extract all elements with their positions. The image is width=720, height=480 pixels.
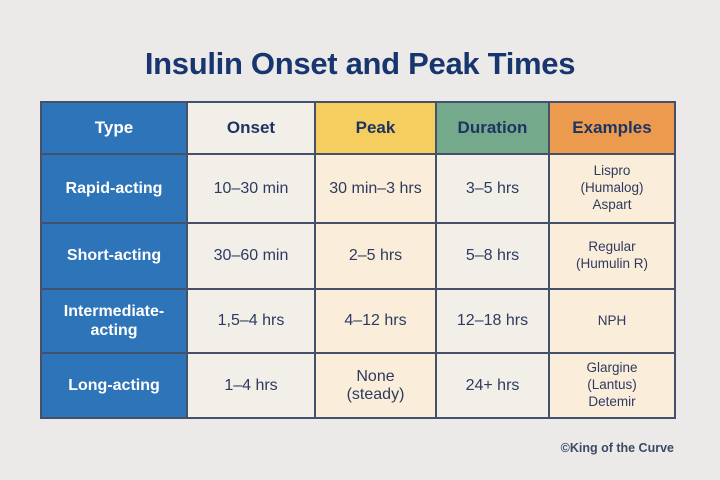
cell-examples-rapid-acting: Lispro (Humalog) Aspart [548,153,676,224]
column-header-type: Type [40,101,188,155]
cell-duration-rapid-acting: 3–5 hrs [435,153,550,224]
cell-duration-intermediate-acting: 12–18 hrs [435,288,550,354]
cell-peak-rapid-acting: 30 min–3 hrs [314,153,437,224]
copyright-credit: ©King of the Curve [560,441,674,455]
cell-duration-short-acting: 5–8 hrs [435,222,550,290]
cell-onset-long-acting: 1–4 hrs [186,352,316,419]
cell-examples-short-acting: Regular (Humulin R) [548,222,676,290]
column-header-peak: Peak [314,101,437,155]
column-header-duration: Duration [435,101,550,155]
cell-examples-long-acting: Glargine (Lantus) Detemir [548,352,676,419]
cell-onset-intermediate-acting: 1,5–4 hrs [186,288,316,354]
cell-duration-long-acting: 24+ hrs [435,352,550,419]
cell-peak-intermediate-acting: 4–12 hrs [314,288,437,354]
cell-type-long-acting: Long-acting [40,352,188,419]
cell-type-intermediate-acting: Intermediate- acting [40,288,188,354]
column-header-examples: Examples [548,101,676,155]
cell-type-rapid-acting: Rapid-acting [40,153,188,224]
table-row: Rapid-acting 10–30 min 30 min–3 hrs 3–5 … [40,153,676,224]
cell-type-short-acting: Short-acting [40,222,188,290]
cell-onset-rapid-acting: 10–30 min [186,153,316,224]
table-row: Short-acting 30–60 min 2–5 hrs 5–8 hrs R… [40,222,676,290]
cell-examples-intermediate-acting: NPH [548,288,676,354]
page-title: Insulin Onset and Peak Times [144,46,576,81]
cell-peak-short-acting: 2–5 hrs [314,222,437,290]
insulin-table: Type Onset Peak Duration Examples Rapid-… [40,101,676,419]
column-header-onset: Onset [186,101,316,155]
cell-onset-short-acting: 30–60 min [186,222,316,290]
cell-peak-long-acting: None (steady) [314,352,437,419]
table-row: Long-acting 1–4 hrs None (steady) 24+ hr… [40,352,676,419]
table-row: Intermediate- acting 1,5–4 hrs 4–12 hrs … [40,288,676,354]
table-header-row: Type Onset Peak Duration Examples [40,101,676,155]
